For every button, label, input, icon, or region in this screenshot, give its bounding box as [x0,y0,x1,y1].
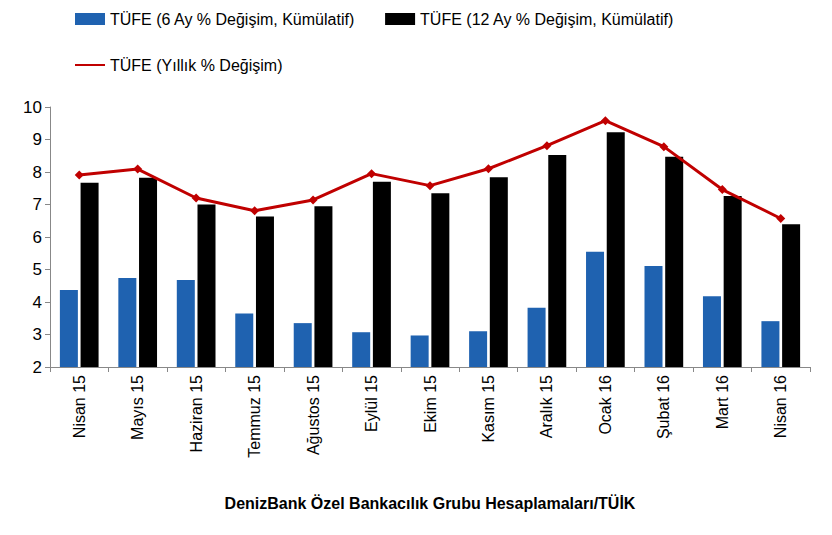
svg-text:Ocak 16: Ocak 16 [597,375,614,435]
svg-text:Nisan 15: Nisan 15 [71,375,88,438]
svg-text:Kasım 15: Kasım 15 [480,375,497,443]
svg-text:10: 10 [23,98,42,117]
svg-text:7: 7 [33,195,42,214]
svg-text:Nisan 16: Nisan 16 [772,375,789,438]
svg-text:Mayıs 15: Mayıs 15 [129,375,146,440]
svg-text:Haziran 15: Haziran 15 [188,375,205,452]
svg-text:Eylül 15: Eylül 15 [363,375,380,432]
svg-text:2: 2 [33,358,42,377]
svg-text:3: 3 [33,325,42,344]
svg-text:Aralık 15: Aralık 15 [538,375,555,438]
svg-text:4: 4 [33,293,42,312]
svg-text:Şubat 16: Şubat 16 [655,375,672,439]
svg-text:6: 6 [33,228,42,247]
svg-text:Mart 16: Mart 16 [714,375,731,429]
svg-text:5: 5 [33,260,42,279]
svg-text:Ekim 15: Ekim 15 [422,375,439,433]
svg-text:9: 9 [33,130,42,149]
svg-text:8: 8 [33,163,42,182]
svg-text:Ağustos 15: Ağustos 15 [305,375,322,455]
svg-text:TÜFE (12 Ay % Değişim, Kümülat: TÜFE (12 Ay % Değişim, Kümülatif) [420,11,673,28]
svg-text:Temmuz 15: Temmuz 15 [246,375,263,458]
svg-text:DenizBank Özel Bankacılık Grub: DenizBank Özel Bankacılık Grubu Hesaplam… [225,494,636,512]
svg-text:TÜFE (6 Ay % Değişim, Kümülati: TÜFE (6 Ay % Değişim, Kümülatif) [110,11,354,28]
svg-text:TÜFE (Yıllık % Değişim): TÜFE (Yıllık % Değişim) [110,57,282,74]
